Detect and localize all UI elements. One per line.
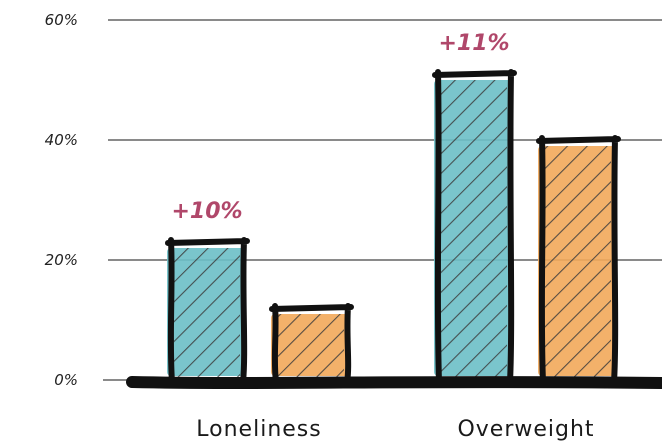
annotations: +10% +11%	[171, 31, 509, 224]
x-axis-baseline	[126, 376, 662, 389]
bar-hatch	[545, 146, 611, 378]
data-annotation: +11%	[438, 31, 509, 56]
y-tick-label: 0%	[54, 371, 78, 389]
x-tick-label: Loneliness	[196, 417, 321, 442]
bar	[165, 237, 250, 385]
bar	[269, 303, 354, 385]
x-tick-label: Overweight	[457, 417, 594, 442]
baseline	[126, 376, 662, 389]
y-tick-label: 60%	[45, 11, 78, 29]
category-labels: Loneliness Overweight	[196, 417, 594, 442]
bar-hatch	[278, 314, 344, 378]
data-annotation: +10%	[171, 199, 242, 224]
y-tick-label: 20%	[45, 251, 78, 269]
gridline	[107, 18, 662, 22]
y-axis-ticks: 0% 20% 40% 60%	[45, 11, 78, 389]
bar-hatch	[441, 80, 507, 378]
y-tick-label: 40%	[45, 131, 78, 149]
bar-hatch	[174, 248, 240, 378]
bar	[536, 135, 621, 385]
bars	[165, 69, 621, 385]
bar	[432, 69, 517, 385]
bar-outline	[432, 69, 517, 385]
bar-outline	[536, 135, 621, 385]
bar-outline	[165, 237, 250, 385]
